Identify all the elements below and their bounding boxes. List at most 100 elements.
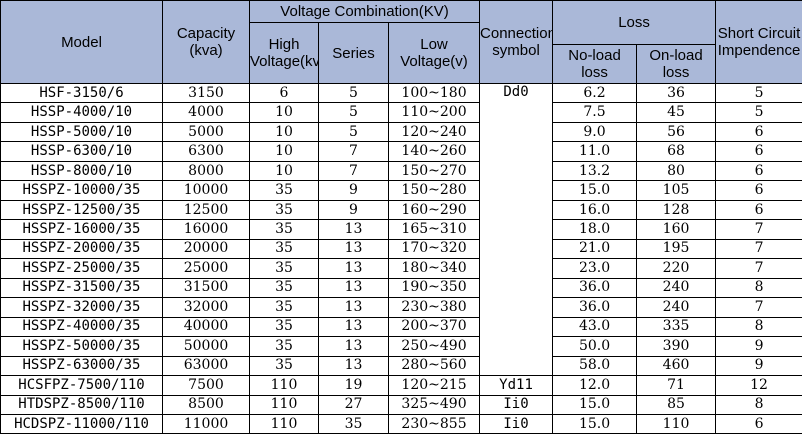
cell-capacity: 50000 xyxy=(162,336,250,357)
cell-model: HSF-3150/6 xyxy=(0,82,163,104)
cell-on-load-loss: 240 xyxy=(636,297,717,318)
cell-low-voltage: 140~260 xyxy=(387,141,481,162)
cell-no-load-loss: 7.5 xyxy=(552,102,638,123)
cell-high-voltage: 10 xyxy=(249,160,319,182)
cell-series: 13 xyxy=(318,238,389,260)
cell-low-voltage: 250~490 xyxy=(387,336,481,357)
cell-short-circuit: 7 xyxy=(715,238,802,260)
cell-on-load-loss: 128 xyxy=(636,199,717,221)
cell-high-voltage: 10 xyxy=(249,141,319,162)
cell-low-voltage: 180~340 xyxy=(387,258,481,279)
cell-no-load-loss: 6.2 xyxy=(552,82,638,104)
cell-capacity: 16000 xyxy=(162,219,250,240)
cell-low-voltage: 325~490 xyxy=(387,394,481,415)
table-row: HSSPZ-50000/35 50000 35 13 250~490 50.0 390 9 xyxy=(0,336,802,357)
header-voltage-combination: Voltage Combination(KV) xyxy=(248,0,481,23)
cell-no-load-loss: 58.0 xyxy=(552,355,638,377)
cell-high-voltage: 35 xyxy=(249,355,319,377)
table-row: HCSFPZ-7500/110 7500 110 19 120~215 Yd11 12.0 7… xyxy=(0,375,802,396)
cell-on-load-loss: 110 xyxy=(636,413,717,435)
table-row: HSSPZ-25000/35 25000 35 13 180~340 23.0 220 7 xyxy=(0,258,802,279)
cell-model: HSSP-4000/10 xyxy=(0,102,163,123)
cell-low-voltage: 100~180 xyxy=(387,82,481,104)
header-no-load-loss: No-load loss xyxy=(552,44,638,84)
header-short-circuit-impedance: Short Circuit Impendence xyxy=(715,0,802,84)
cell-series: 5 xyxy=(318,121,389,143)
cell-model: HCSFPZ-7500/110 xyxy=(0,375,163,396)
cell-no-load-loss: 36.0 xyxy=(552,297,638,318)
cell-series: 13 xyxy=(318,277,389,299)
cell-high-voltage: 35 xyxy=(249,219,319,240)
cell-low-voltage: 120~240 xyxy=(387,121,481,143)
cell-model: HSSP-8000/10 xyxy=(0,160,163,182)
cell-short-circuit: 7 xyxy=(715,258,802,279)
cell-high-voltage: 10 xyxy=(249,102,319,123)
cell-capacity: 20000 xyxy=(162,238,250,260)
cell-no-load-loss: 18.0 xyxy=(552,219,638,240)
cell-capacity: 40000 xyxy=(162,316,250,338)
cell-short-circuit: 6 xyxy=(715,199,802,221)
cell-capacity: 3150 xyxy=(162,82,250,104)
cell-connection-symbol: Dd0 xyxy=(479,82,554,377)
header-capacity: Capacity (kva) xyxy=(162,0,250,84)
cell-high-voltage: 35 xyxy=(249,258,319,279)
table-row: HSSPZ-10000/35 10000 35 9 150~280 15.0 105 6 xyxy=(0,180,802,201)
cell-model: HSSPZ-31500/35 xyxy=(0,277,163,299)
cell-no-load-loss: 13.2 xyxy=(552,160,638,182)
cell-high-voltage: 35 xyxy=(249,316,319,338)
cell-connection-symbol: Yd11 xyxy=(479,375,554,396)
table-row: HCDSPZ-11000/110 11000 110 35 230~855 Ii0 15.0… xyxy=(0,413,802,435)
cell-short-circuit: 7 xyxy=(715,297,802,318)
cell-model: HTDSPZ-8500/110 xyxy=(0,394,163,415)
cell-high-voltage: 10 xyxy=(249,121,319,143)
cell-series: 13 xyxy=(318,355,389,377)
cell-model: HSSPZ-12500/35 xyxy=(0,199,163,221)
table-row: HSSPZ-12500/35 12500 35 9 160~290 16.0 128 6 xyxy=(0,199,802,221)
cell-capacity: 25000 xyxy=(162,258,250,279)
cell-on-load-loss: 390 xyxy=(636,336,717,357)
cell-no-load-loss: 15.0 xyxy=(552,180,638,201)
cell-capacity: 12500 xyxy=(162,199,250,221)
cell-short-circuit: 5 xyxy=(715,82,802,104)
cell-short-circuit: 6 xyxy=(715,413,802,435)
cell-low-voltage: 200~370 xyxy=(387,316,481,338)
table-row: HSSP-6300/10 6300 10 7 140~260 11.0 68 6 xyxy=(0,141,802,162)
cell-on-load-loss: 160 xyxy=(636,219,717,240)
cell-on-load-loss: 80 xyxy=(636,160,717,182)
table-row: HSSPZ-32000/35 32000 35 13 230~380 36.0 240 7 xyxy=(0,297,802,318)
cell-series: 7 xyxy=(318,160,389,182)
cell-low-voltage: 230~380 xyxy=(387,297,481,318)
cell-series: 27 xyxy=(318,394,389,415)
cell-model: HSSPZ-40000/35 xyxy=(0,316,163,338)
cell-no-load-loss: 15.0 xyxy=(552,394,638,415)
cell-low-voltage: 150~280 xyxy=(387,180,481,201)
cell-capacity: 6300 xyxy=(162,141,250,162)
cell-on-load-loss: 56 xyxy=(636,121,717,143)
cell-series: 13 xyxy=(318,297,389,318)
cell-low-voltage: 110~200 xyxy=(387,102,481,123)
cell-model: HSSP-5000/10 xyxy=(0,121,163,143)
cell-on-load-loss: 68 xyxy=(636,141,717,162)
table-row: HSSPZ-31500/35 31500 35 13 190~350 36.0 240 8 xyxy=(0,277,802,299)
cell-short-circuit: 5 xyxy=(715,102,802,123)
cell-high-voltage: 35 xyxy=(249,238,319,260)
cell-low-voltage: 230~855 xyxy=(387,413,481,435)
cell-no-load-loss: 9.0 xyxy=(552,121,638,143)
cell-capacity: 7500 xyxy=(162,375,250,396)
cell-series: 19 xyxy=(318,375,389,396)
cell-model: HSSPZ-10000/35 xyxy=(0,180,163,201)
cell-series: 9 xyxy=(318,180,389,201)
cell-short-circuit: 8 xyxy=(715,394,802,415)
header-connection-symbol: Connection symbol xyxy=(479,0,554,84)
cell-on-load-loss: 195 xyxy=(636,238,717,260)
cell-on-load-loss: 220 xyxy=(636,258,717,279)
cell-high-voltage: 110 xyxy=(249,394,319,415)
cell-no-load-loss: 11.0 xyxy=(552,141,638,162)
cell-capacity: 4000 xyxy=(162,102,250,123)
table-row: HSSPZ-16000/35 16000 35 13 165~310 18.0 160 7 xyxy=(0,219,802,240)
cell-connection-symbol: Ii0 xyxy=(479,394,554,415)
table-row: HSF-3150/6 3150 6 5 100~180 Dd0 6.2 36 5 xyxy=(0,82,802,377)
cell-on-load-loss: 460 xyxy=(636,355,717,377)
cell-short-circuit: 6 xyxy=(715,121,802,143)
cell-high-voltage: 35 xyxy=(249,199,319,221)
